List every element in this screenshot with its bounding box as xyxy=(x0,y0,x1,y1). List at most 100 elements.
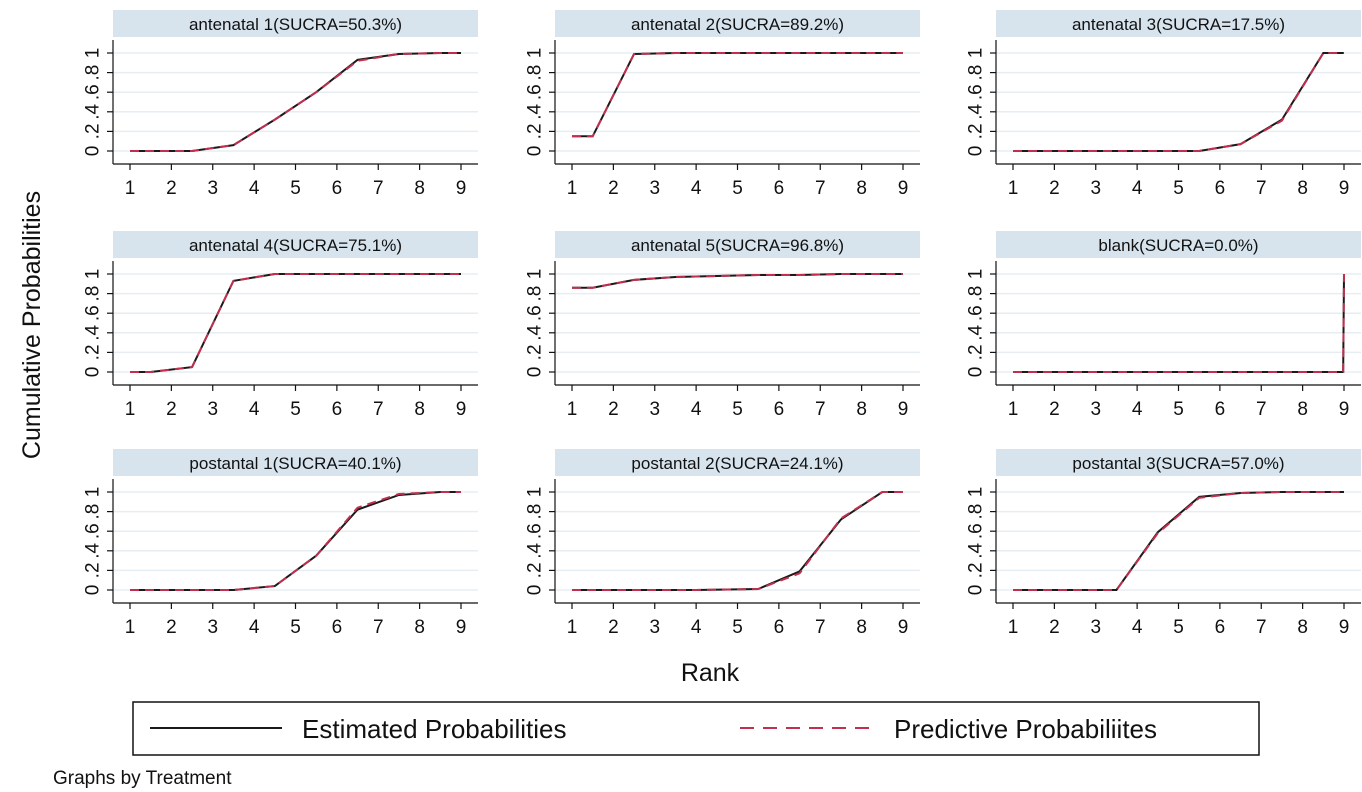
panel-2: antenatal 2(SUCRA=89.2%) 0 .2 .4 .6 .8 1 1 2 3 4 5 6… xyxy=(525,10,920,199)
x-tick-label: 9 xyxy=(1339,617,1350,638)
panel-strip xyxy=(996,231,1361,258)
x-tick-label: 6 xyxy=(332,617,343,638)
x-tick-label: 9 xyxy=(1339,399,1350,420)
estimated-line xyxy=(130,491,461,591)
x-tick-label: 8 xyxy=(414,399,425,420)
y-tick-label: .6 xyxy=(966,305,987,321)
y-tick-label: .4 xyxy=(525,542,546,558)
x-tick-label: 2 xyxy=(166,617,177,638)
panel-title: antenatal 3(SUCRA=17.5%) xyxy=(1072,15,1285,34)
panel-strip xyxy=(113,10,478,37)
x-tick-label: 5 xyxy=(732,617,743,638)
x-tick-label: 5 xyxy=(1173,399,1184,420)
x-tick-label: 6 xyxy=(1215,178,1226,199)
y-tick-label: 0 xyxy=(525,367,546,378)
y-tick-label: .2 xyxy=(83,562,104,578)
predictive-line xyxy=(572,491,903,591)
panel-6: blank(SUCRA=0.0%) 0 .2 .4 .6 .8 1 1 2 3 4 5 6 7 8 9 xyxy=(966,231,1361,420)
y-tick-label: .4 xyxy=(525,103,546,119)
y-tick-label: .4 xyxy=(83,542,104,558)
x-tick-label: 2 xyxy=(166,178,177,199)
panel-5: antenatal 5(SUCRA=96.8%) 0 .2 .4 .6 .8 1 1 2 3 4 5 6… xyxy=(525,231,920,420)
x-tick-label: 5 xyxy=(1173,617,1184,638)
predictive-line xyxy=(572,52,903,138)
y-tick-label: .8 xyxy=(83,65,104,81)
y-axis-title: Cumulative Probabilities xyxy=(18,191,46,459)
y-tick-label: 1 xyxy=(525,48,546,59)
x-tick-label: 2 xyxy=(1049,399,1060,420)
x-tick-label: 5 xyxy=(732,399,743,420)
y-tick-label: .4 xyxy=(83,103,104,119)
x-tick-label: 8 xyxy=(856,617,867,638)
panel-title: antenatal 1(SUCRA=50.3%) xyxy=(189,15,402,34)
y-tick-label: .4 xyxy=(83,324,104,340)
x-tick-label: 4 xyxy=(249,399,260,420)
y-tick-label: .6 xyxy=(83,84,104,100)
x-tick-label: 1 xyxy=(1008,617,1019,638)
y-tick-label: .2 xyxy=(966,123,987,139)
x-tick-label: 6 xyxy=(332,178,343,199)
y-tick-label: .6 xyxy=(966,84,987,100)
y-tick-label: .6 xyxy=(525,84,546,100)
y-tick-label: 1 xyxy=(966,269,987,280)
y-tick-label: 1 xyxy=(525,269,546,280)
x-tick-label: 1 xyxy=(125,178,136,199)
panel-3: antenatal 3(SUCRA=17.5%) 0 .2 .4 .6 .8 1 1 2 3 4 5 6… xyxy=(966,10,1361,199)
y-tick-label: .2 xyxy=(966,344,987,360)
x-tick-label: 7 xyxy=(1256,399,1267,420)
y-tick-label: .4 xyxy=(525,324,546,340)
panel-title: postantal 1(SUCRA=40.1%) xyxy=(189,454,401,473)
estimated-line xyxy=(1013,491,1344,591)
x-tick-label: 2 xyxy=(1049,617,1060,638)
panel-title: postantal 3(SUCRA=57.0%) xyxy=(1072,454,1284,473)
x-tick-label: 1 xyxy=(1008,399,1019,420)
x-tick-label: 2 xyxy=(608,399,619,420)
x-tick-label: 7 xyxy=(815,178,826,199)
x-tick-label: 4 xyxy=(1132,617,1143,638)
x-tick-label: 8 xyxy=(414,178,425,199)
x-tick-label: 1 xyxy=(125,399,136,420)
panel-strip xyxy=(555,231,920,258)
y-tick-label: 1 xyxy=(525,487,546,498)
x-tick-label: 1 xyxy=(1008,178,1019,199)
y-tick-label: .8 xyxy=(525,65,546,81)
y-tick-label: .6 xyxy=(83,523,104,539)
panel-strip xyxy=(555,449,920,476)
y-tick-label: 0 xyxy=(525,585,546,596)
x-tick-label: 3 xyxy=(207,399,218,420)
y-tick-label: .8 xyxy=(966,286,987,302)
x-tick-label: 3 xyxy=(1090,617,1101,638)
figure-note: Graphs by Treatment xyxy=(53,768,232,789)
x-tick-label: 3 xyxy=(207,617,218,638)
estimated-line xyxy=(130,52,461,152)
estimated-line xyxy=(572,491,903,591)
y-tick-label: .2 xyxy=(525,344,546,360)
x-tick-label: 3 xyxy=(1090,399,1101,420)
predictive-line xyxy=(130,491,461,591)
x-tick-label: 9 xyxy=(898,617,909,638)
x-tick-label: 1 xyxy=(567,178,578,199)
y-tick-label: .6 xyxy=(83,305,104,321)
x-tick-label: 4 xyxy=(1132,178,1143,199)
x-tick-label: 4 xyxy=(691,399,702,420)
y-tick-label: 0 xyxy=(525,146,546,157)
y-tick-label: 0 xyxy=(966,585,987,596)
x-tick-label: 8 xyxy=(1297,617,1308,638)
predictive-line xyxy=(572,273,903,289)
y-tick-label: .2 xyxy=(966,562,987,578)
x-tick-label: 9 xyxy=(898,178,909,199)
panel-title: blank(SUCRA=0.0%) xyxy=(1098,236,1258,255)
y-tick-label: 1 xyxy=(83,487,104,498)
estimated-line xyxy=(572,52,903,138)
panel-strip xyxy=(555,10,920,37)
x-tick-label: 6 xyxy=(1215,617,1226,638)
y-tick-label: .6 xyxy=(525,305,546,321)
estimated-line xyxy=(1013,273,1345,373)
x-tick-label: 8 xyxy=(1297,399,1308,420)
panel-8: postantal 2(SUCRA=24.1%) 0 .2 .4 .6 .8 1 1 2 3 4 5 6… xyxy=(525,449,920,638)
y-tick-label: 0 xyxy=(83,585,104,596)
x-tick-label: 9 xyxy=(456,178,467,199)
y-tick-label: .2 xyxy=(83,344,104,360)
x-tick-label: 5 xyxy=(290,399,301,420)
